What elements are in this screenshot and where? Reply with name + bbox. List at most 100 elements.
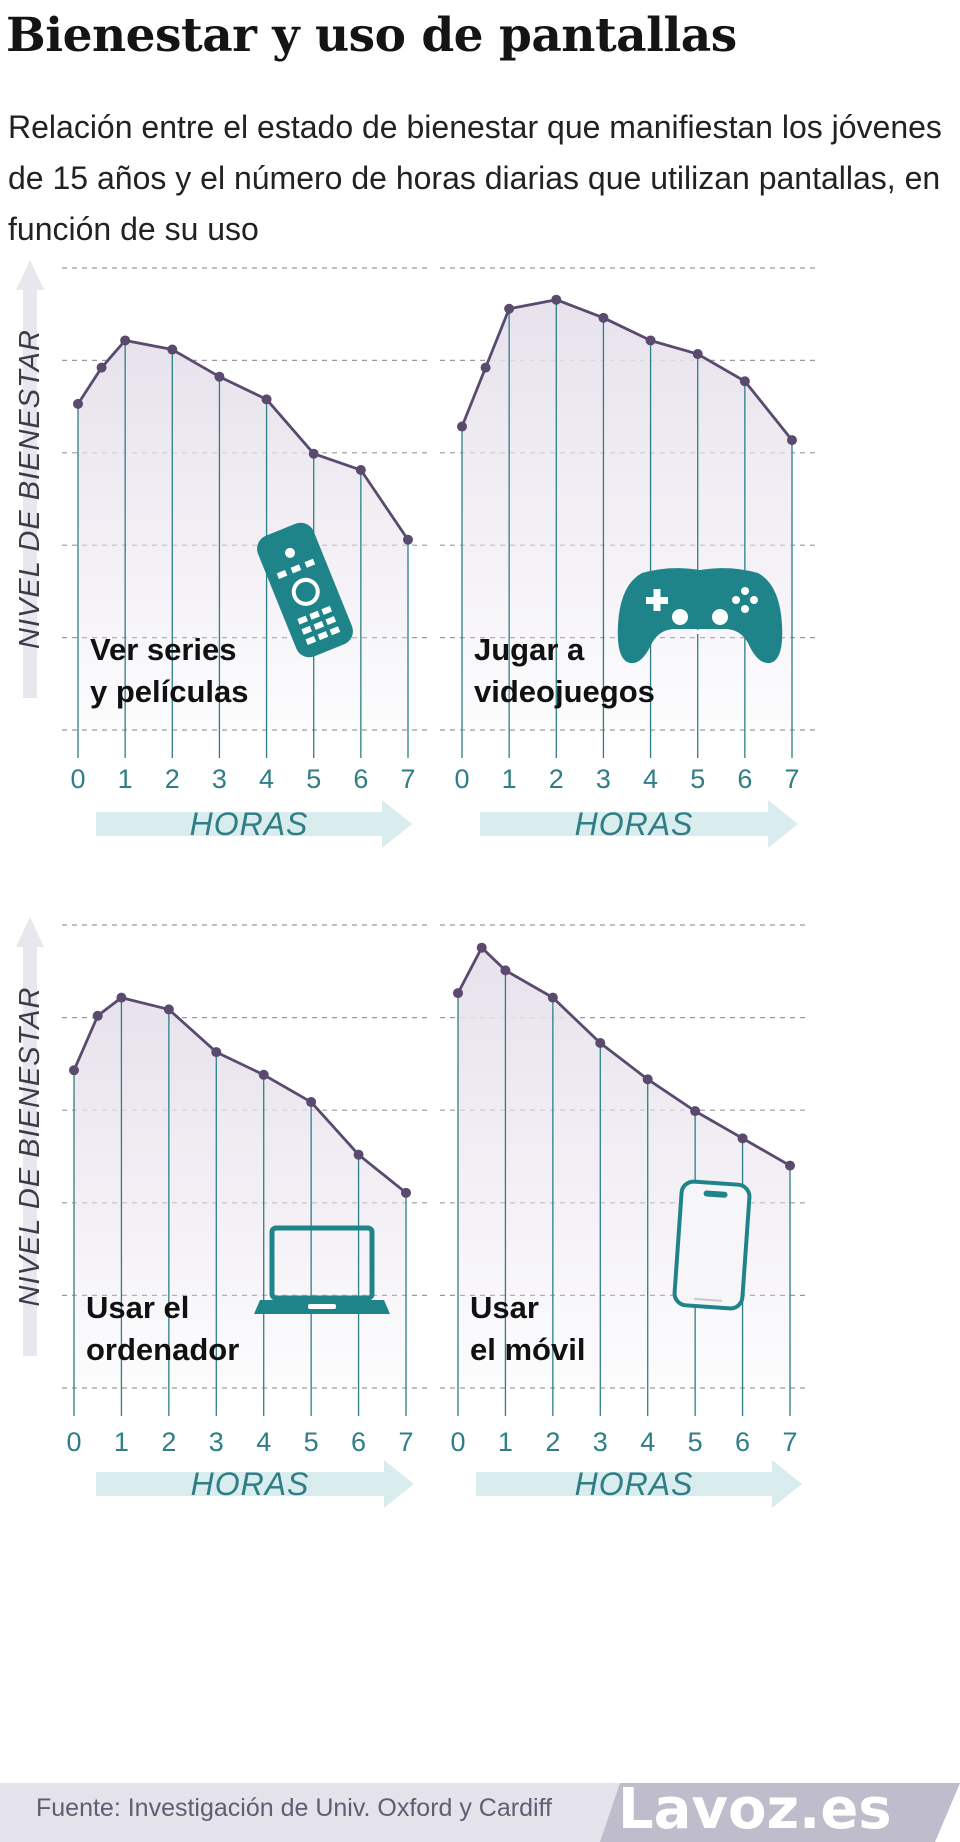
controller-center (694, 630, 706, 634)
data-point (500, 965, 511, 976)
remote-key (329, 626, 341, 636)
data-point (73, 398, 83, 409)
x-tick-label: 7 (398, 1427, 413, 1457)
x-tick-label: 2 (165, 764, 180, 794)
x-axis-label: HORAS (575, 806, 694, 842)
x-axis-arrow (96, 1460, 414, 1508)
data-point (120, 335, 131, 346)
controller-button (741, 587, 749, 595)
area-fill (74, 997, 406, 1388)
data-point (453, 988, 463, 999)
x-tick-label: 0 (450, 1427, 465, 1457)
x-tick-label: 1 (114, 1427, 129, 1457)
x-axis-arrow (96, 800, 412, 848)
x-tick-label: 4 (643, 764, 658, 794)
data-point (785, 1160, 795, 1171)
remote-key (325, 616, 337, 626)
area-fill (78, 340, 408, 730)
data-point (692, 349, 703, 360)
x-tick-label: 7 (400, 764, 415, 794)
y-axis-arrow (16, 260, 44, 698)
x-tick-label: 1 (502, 764, 517, 794)
source-bar: Fuente: Investigación de Univ. Oxford y … (0, 1777, 960, 1842)
x-tick-label: 5 (688, 1427, 703, 1457)
x-tick-label: 4 (640, 1427, 655, 1457)
x-tick-label: 6 (353, 764, 368, 794)
x-tick-label: 6 (735, 1427, 750, 1457)
data-point (261, 394, 272, 405)
remote-key (317, 631, 329, 641)
panel-label: Ver series (90, 632, 237, 667)
x-tick-label: 6 (737, 764, 752, 794)
remote-key (305, 636, 317, 645)
data-point (403, 534, 413, 545)
phone-notch (703, 1190, 728, 1198)
remote-key (297, 615, 308, 625)
game-controller-icon (617, 568, 783, 664)
x-tick-label: 2 (549, 764, 564, 794)
x-axis-arrow (480, 800, 798, 848)
chart-panel-4: 0 1 2 3 4 5 6 7 HORAS Usar el móvil (440, 924, 810, 1508)
x-tick-label: 7 (782, 1427, 797, 1457)
panel-label: videojuegos (474, 674, 655, 709)
source-bar-shape (0, 1783, 960, 1842)
laptop-screen (269, 1225, 375, 1301)
data-point (167, 344, 178, 355)
chart-panel-2: 0 1 2 3 4 5 6 7 HORAS Jugar a videojuegos (440, 267, 818, 848)
data-point (595, 1038, 606, 1049)
panel-label: el móvil (470, 1332, 585, 1367)
data-point (353, 1149, 364, 1160)
x-tick-label: 0 (66, 1427, 81, 1457)
remote-key (321, 605, 333, 615)
data-point (480, 362, 491, 373)
x-tick-label: 4 (259, 764, 274, 794)
data-point (69, 1065, 79, 1076)
chart-panel-3: NIVEL DE BIENESTAR 0 1 2 3 4 5 6 7 HORAS Usar el or… (14, 917, 430, 1508)
remote-key (313, 620, 325, 630)
remote-dpad (291, 577, 320, 606)
x-axis-arrow (476, 1460, 802, 1508)
x-tick-label: 4 (256, 1427, 271, 1457)
x-tick-label: 2 (545, 1427, 560, 1457)
remote-button (285, 547, 296, 558)
data-point (598, 312, 609, 323)
controller-dpad (653, 589, 661, 611)
data-point (355, 465, 366, 476)
data-point (308, 448, 319, 459)
x-tick-label: 6 (351, 1427, 366, 1457)
panel-label: Usar (470, 1290, 539, 1325)
controller-button (741, 605, 749, 613)
y-axis-label: NIVEL DE BIENESTAR (14, 987, 46, 1307)
data-point (690, 1106, 701, 1117)
data-point (211, 1047, 222, 1058)
remote-key (301, 625, 313, 635)
smartphone-icon (672, 1179, 752, 1311)
x-tick-label: 7 (784, 764, 799, 794)
controller-button (732, 596, 740, 604)
panel-label: Jugar a (474, 632, 585, 667)
phone-body (672, 1179, 752, 1311)
x-tick-label: 3 (212, 764, 227, 794)
data-point (476, 942, 487, 953)
y-axis-label: NIVEL DE BIENESTAR (14, 329, 46, 649)
laptop-trackpad (308, 1304, 336, 1309)
x-tick-label: 1 (498, 1427, 513, 1457)
remote-key (309, 610, 320, 620)
controller-stick (672, 609, 688, 625)
remote-button (304, 558, 316, 568)
data-point (504, 303, 515, 314)
brand-logo: Lavoz.es (618, 1777, 892, 1842)
data-point (96, 362, 107, 373)
data-point (737, 1133, 748, 1144)
chart-panel-1: NIVEL DE BIENESTAR 0 1 2 3 4 5 6 7 HORAS Ver serie… (14, 260, 430, 848)
x-tick-label: 3 (593, 1427, 608, 1457)
remote-button (276, 570, 288, 579)
remote-button (290, 564, 302, 574)
x-axis-label: HORAS (190, 806, 309, 842)
data-point (401, 1187, 411, 1198)
source-text: Fuente: Investigación de Univ. Oxford y … (36, 1794, 552, 1822)
panel-label: Usar el (86, 1290, 189, 1325)
laptop-icon (254, 1225, 390, 1314)
x-tick-label: 0 (70, 764, 85, 794)
